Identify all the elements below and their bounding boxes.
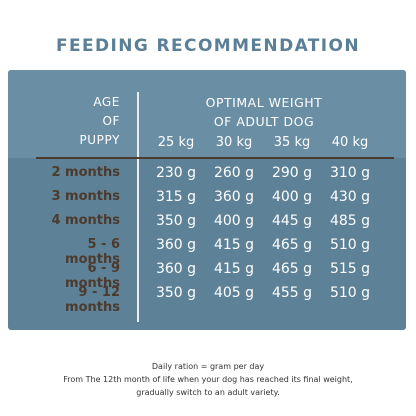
column-header-30kg: 30 kg <box>215 135 253 150</box>
row-age: 9 - 12 months <box>65 285 120 315</box>
table-header-band <box>8 70 406 158</box>
row-age: 4 months <box>51 213 120 228</box>
footer-line-2: From The 12th month of life when your do… <box>63 375 353 384</box>
page-title: FEEDING RECOMMENDATION <box>55 36 361 56</box>
row-age: 6 - 9 months <box>65 261 120 291</box>
table-cell: 415 g <box>213 261 255 277</box>
table-cell: 400 g <box>271 189 313 205</box>
table-cell: 400 g <box>213 213 255 229</box>
table-cell: 260 g <box>213 165 255 181</box>
footer-line-3: gradually switch to an adult variety. <box>136 388 280 397</box>
table-cell: 465 g <box>271 237 313 253</box>
table-cell: 360 g <box>213 189 255 205</box>
weight-header-line-2: OF ADULT DOG <box>213 114 315 129</box>
table-cell: 415 g <box>213 237 255 253</box>
header-divider <box>36 157 394 159</box>
table-cell: 310 g <box>329 165 371 181</box>
row-age: 5 - 6 months <box>65 237 120 267</box>
table-cell: 315 g <box>155 189 197 205</box>
column-header-40kg: 40 kg <box>331 135 369 150</box>
table-cell: 290 g <box>271 165 313 181</box>
weight-header-line-1: OPTIMAL WEIGHT <box>205 95 323 110</box>
row-age: 3 months <box>51 189 120 204</box>
footer-line-1: Daily ration = gram per day <box>151 362 265 371</box>
table-cell: 430 g <box>329 189 371 205</box>
table-cell: 360 g <box>155 237 197 253</box>
table-cell: 350 g <box>155 285 197 301</box>
table-cell: 350 g <box>155 213 197 229</box>
table-cell: 515 g <box>329 261 371 277</box>
table-cell: 445 g <box>271 213 313 229</box>
table-cell: 510 g <box>329 285 371 301</box>
table-cell: 485 g <box>329 213 371 229</box>
column-divider <box>137 92 139 322</box>
table-cell: 230 g <box>155 165 197 181</box>
column-header-25kg: 25 kg <box>157 135 195 150</box>
age-header-line-3: PUPPY <box>79 133 120 147</box>
age-header-line-2: OF <box>102 114 120 128</box>
age-header-line-1: AGE <box>93 95 120 109</box>
table-cell: 405 g <box>213 285 255 301</box>
table-cell: 465 g <box>271 261 313 277</box>
row-age: 2 months <box>51 165 120 180</box>
table-cell: 455 g <box>271 285 313 301</box>
table-cell: 360 g <box>155 261 197 277</box>
table-cell: 510 g <box>329 237 371 253</box>
column-header-35kg: 35 kg <box>273 135 311 150</box>
